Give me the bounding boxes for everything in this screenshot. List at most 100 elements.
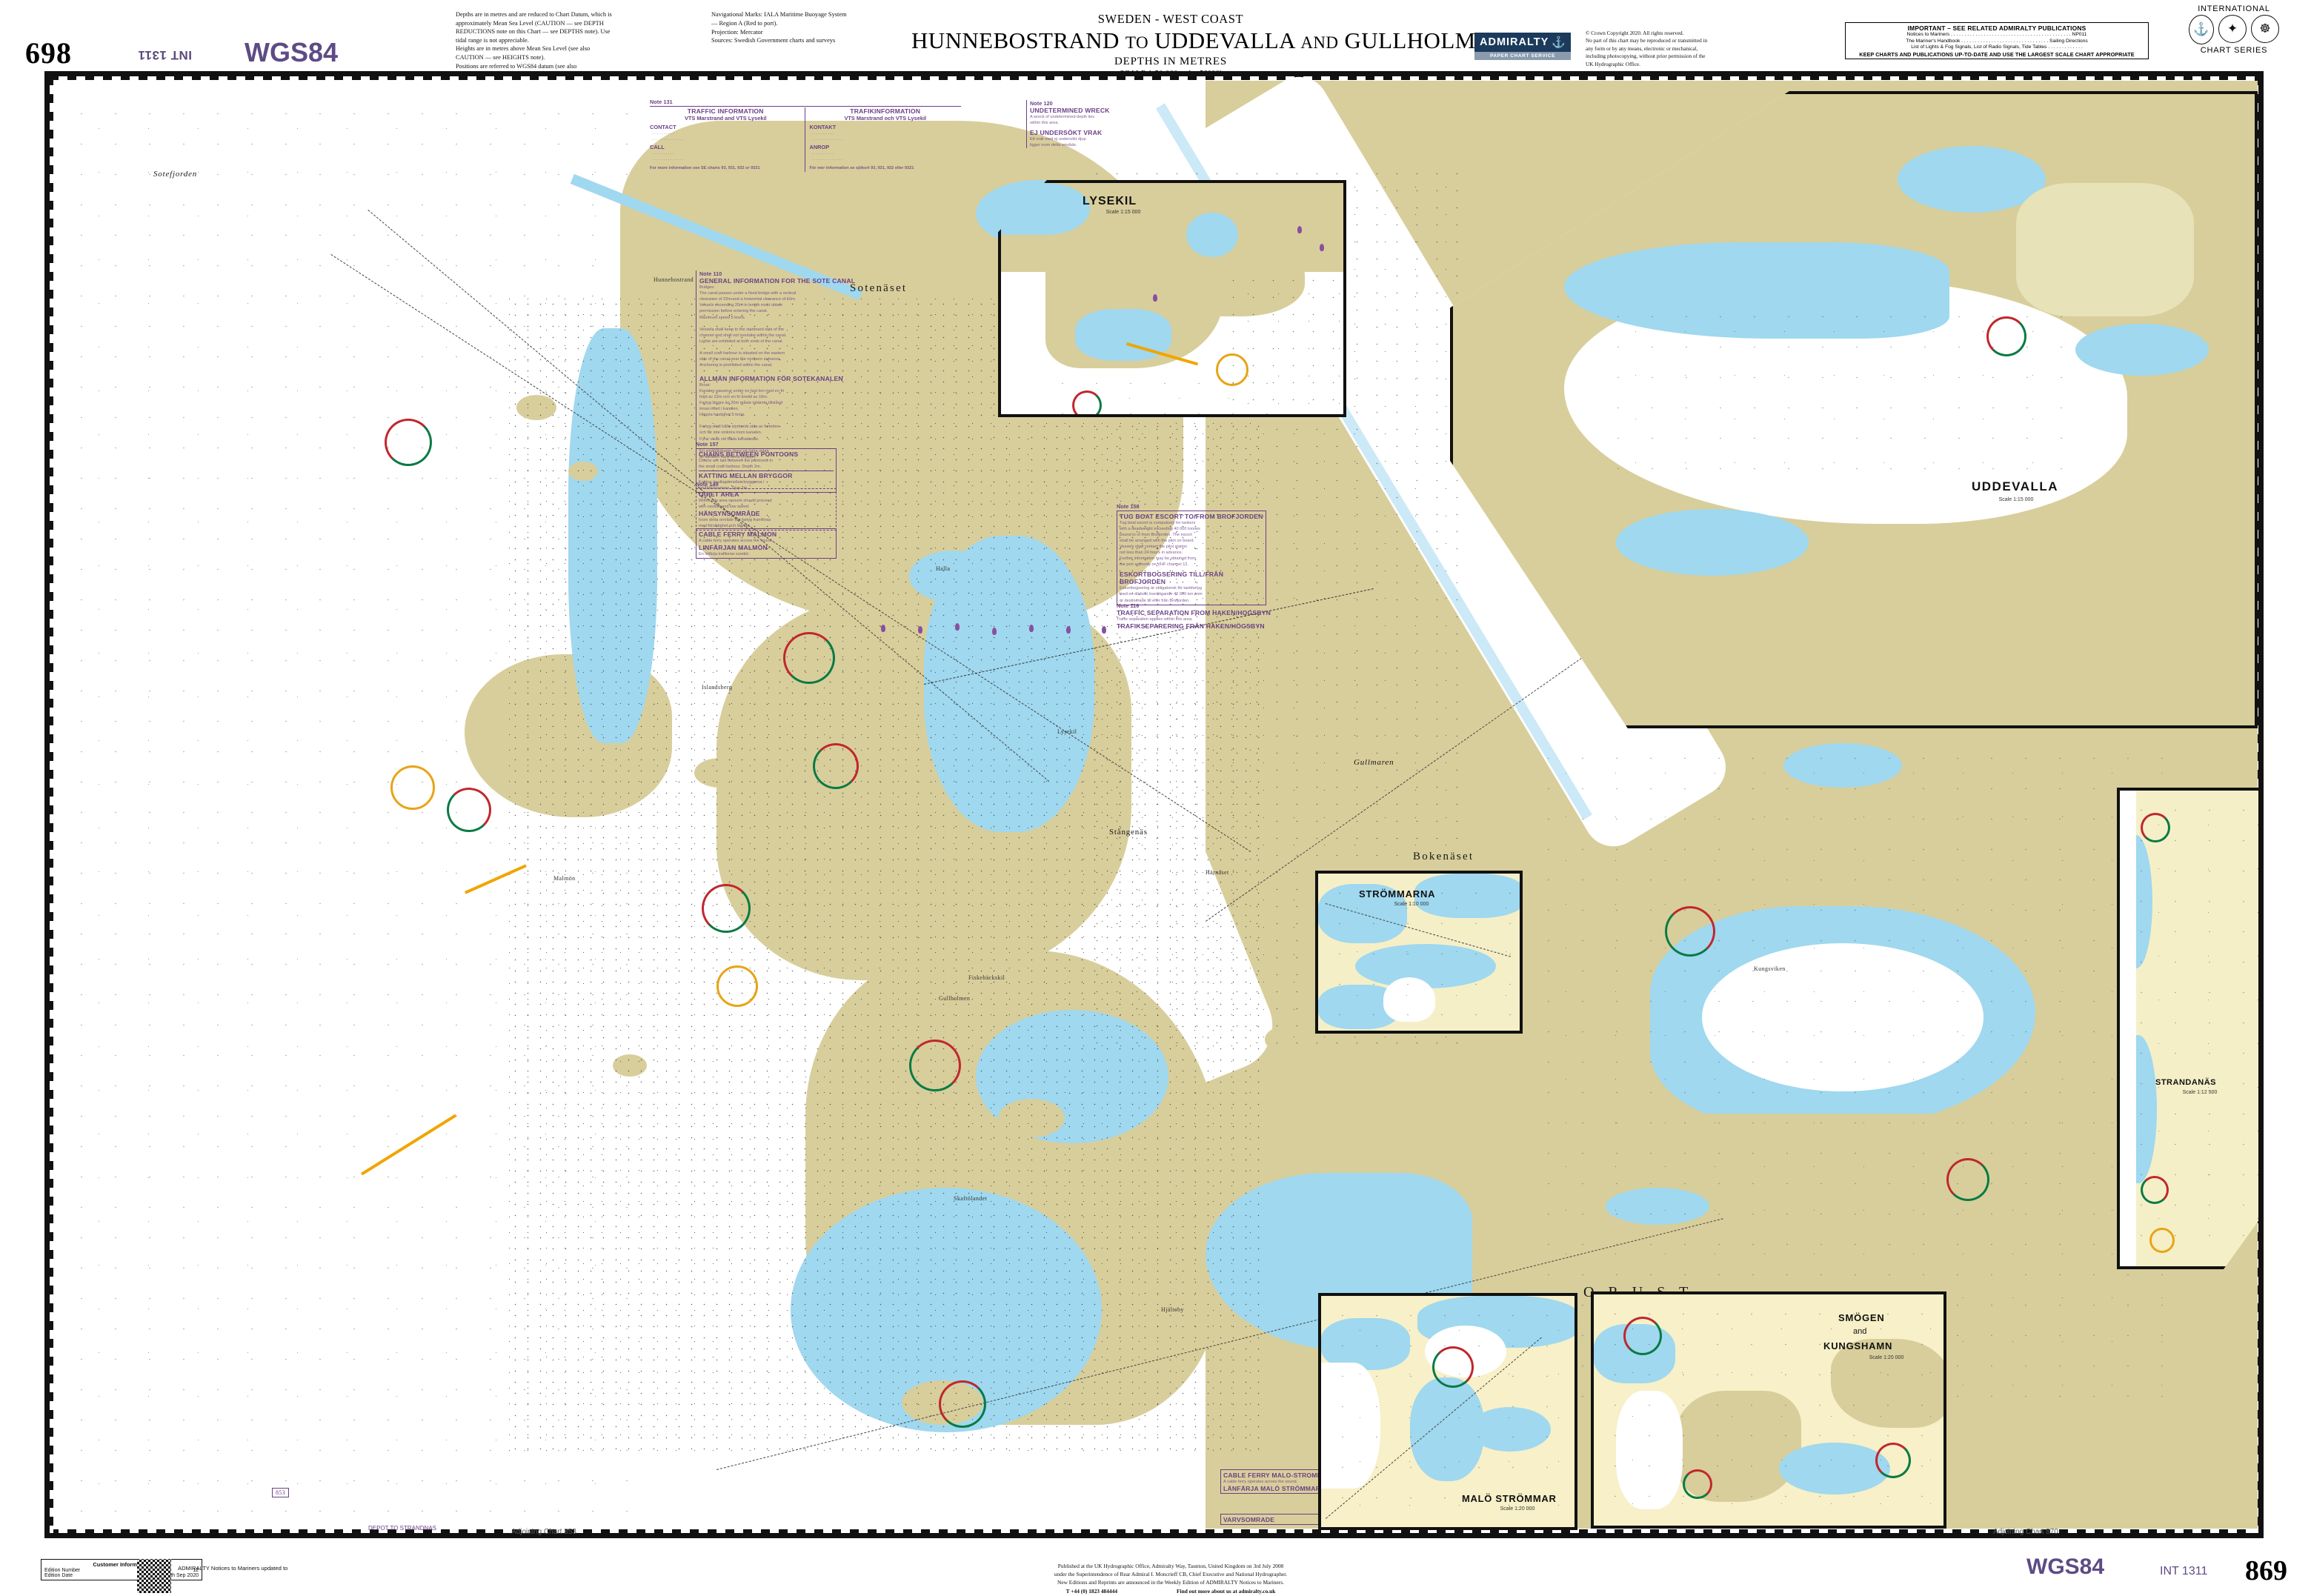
imprint-phone: T +44 (0) 1823 484444 (1065, 1588, 1118, 1595)
inset-strommarna[interactable]: STRÖMMARNA Scale 1:10 000 (1315, 871, 1523, 1034)
inset-title-malo-strommar: MALÖ STRÖMMAR (1462, 1493, 1557, 1504)
important-publications-box: IMPORTANT – SEE RELATED ADMIRALTY PUBLIC… (1845, 22, 2149, 59)
navmarks-line: Sources: Swedish Government charts and s… (711, 37, 836, 44)
depth-note-line: approximately Mean Sea Level (CAUTION — … (456, 19, 604, 27)
light-sector-circle-yellow (716, 965, 758, 1007)
note-116-traffic-separation: Note 116 TRAFFIC SEPARATION FROM HAKEN/H… (1117, 602, 1280, 630)
note-id: Note 131 (650, 99, 673, 105)
edition-number-value: 12 (193, 1568, 199, 1573)
inset-scale-smogen-kungshamn: Scale 1:20 000 (1869, 1355, 1904, 1360)
placename-hjalteby: Hjälteby (1161, 1306, 1184, 1313)
placename-kungsviken: Kungsviken (1754, 965, 1786, 972)
note-id: Note 120 (1030, 100, 1053, 107)
depth-note-line: Heights are in metres above Mean Sea Lev… (456, 45, 591, 53)
placename-harnaset: Härnäset (1206, 869, 1229, 876)
placename-sotefjorden: Sotefjorden (153, 170, 198, 179)
inset-malo-strommar[interactable]: MALÖ STRÖMMAR Scale 1:20 000 (1318, 1293, 1577, 1530)
note-title-en: CABLE FERRY MALMON (699, 530, 777, 538)
note-131-traffic-information: Note 131 TRAFFIC INFORMATION VTS Marstra… (650, 99, 961, 172)
inset-title-connector-and: and (1853, 1327, 1867, 1336)
imprint-web[interactable]: Find out more about us at admiralty.co.u… (1177, 1588, 1276, 1595)
imprint-line: Published at the UK Hydrographic Office,… (1057, 1563, 1284, 1569)
buoy-symbol (881, 625, 885, 632)
imprint-line: New Editions and Reprints are announced … (1057, 1579, 1284, 1586)
note-title-sv: EJ UNDERSÖKT VRAK (1030, 129, 1103, 137)
inset-smogen-kungshamn[interactable]: SMÖGEN and KUNGSHAMN Scale 1:20 000 (1591, 1291, 1946, 1529)
note-footer-sv: För mer information se sjökort 93, 931, … (809, 166, 914, 171)
note-title-en: GENERAL INFORMATION FOR THE SOTE CANAL (699, 277, 856, 285)
qr-code-icon[interactable] (137, 1559, 171, 1593)
int-series-label-top: INTERNATIONAL (2198, 4, 2270, 13)
title-part-1: HUNNEBOSTRAND (911, 27, 1120, 53)
inset-strandanas[interactable]: STRANDANÄS Scale 1:12 500 (2117, 788, 2258, 1269)
depth-note-line: CAUTION — see HEIGHTS note). (456, 53, 545, 61)
copyright-block: © Crown Copyright 2020. All rights reser… (1586, 30, 1771, 68)
inset-scale-strandanas: Scale 1:12 500 (2182, 1090, 2218, 1095)
copyright-line: any form or by any means, electronic or … (1586, 45, 1698, 52)
title-part-2: UDDEVALLA (1154, 27, 1295, 53)
note-title-en: TUG BOAT ESCORT TO/FROM BROFJORDEN (1120, 512, 1263, 520)
int-series-seals: ⚓ ✦ ☸ (2167, 15, 2301, 44)
admiralty-brand-text: ADMIRALTY (1480, 36, 1549, 48)
note-title-en: QUIET AREA (699, 490, 739, 498)
placename-bokenaset: Bokenäset (1413, 851, 1474, 862)
chart-title-block: SWEDEN - WEST COAST HUNNEBOSTRAND TO UDD… (911, 12, 1506, 78)
light-sector-circle (813, 743, 859, 789)
note-footer-en: For more information see SE charts 93, 9… (650, 166, 760, 171)
inset-lysekil[interactable]: LYSEKIL Scale 1:15 000 (998, 180, 1346, 417)
light-sector-circle (909, 1040, 961, 1091)
note-title-en: CHAINS BETWEEN PONTOONS (699, 450, 799, 458)
copyright-line: UK Hydrographic Office. (1586, 61, 1640, 67)
koljofjord-deep (1702, 943, 1984, 1091)
placename-stangenas: Stångenäs (1109, 828, 1148, 837)
publication-imprint: Published at the UK Hydrographic Office,… (963, 1562, 1378, 1595)
placename-halla: Halla (936, 565, 951, 572)
note-157-chains-between-pontoons: CHAINS BETWEEN PONTOONS Chains are laid … (696, 448, 837, 493)
light-sector-circle (1665, 906, 1715, 957)
note-title-sv: TRAFIKSEPARERING FRÅN HAKEN/HÖGSBYN (1117, 622, 1265, 631)
inset-title-strommarna: STRÖMMARNA (1359, 888, 1436, 900)
light-sector-circle (783, 632, 835, 684)
inset-title-kungshamn: KUNGSHAMN (1823, 1340, 1893, 1351)
note-149-id: Note 149 (696, 481, 719, 488)
uddevalla-lake-2 (1783, 743, 1902, 788)
buoy-symbol (992, 628, 997, 635)
light-sector-circle-yellow (390, 765, 435, 810)
depth-note-block: Depths are in metres and are reduced to … (456, 10, 708, 79)
ukho-seal-icon: ✦ (2218, 15, 2247, 43)
neighbour-chart-label-left: 853 (272, 1488, 290, 1497)
placename-skaftolandet: Skaftölandet (954, 1195, 988, 1202)
depth-note-line: tidal range is not appreciable. (456, 36, 529, 44)
edition-date-value: 11th Sep 2020 (164, 1573, 199, 1578)
note-id: Note 158 (1117, 503, 1140, 510)
admiralty-logo: ADMIRALTY ⚓ PAPER CHART SERVICE (1474, 33, 1571, 60)
depth-note-line: Depths are in metres and are reduced to … (456, 11, 612, 18)
international-chart-series-badge: INTERNATIONAL ⚓ ✦ ☸ CHART SERIES (2167, 4, 2301, 55)
note-title-sv: VARVSOMRADE (1223, 1515, 1275, 1523)
inset-title-uddevalla: UDDEVALLA (1972, 479, 2059, 493)
copyright-line: including photocopying, without prior pe… (1586, 53, 1706, 60)
note-title-en: CABLE FERRY MALO-STROMMAR (1223, 1471, 1332, 1479)
note-title-sv: KATTING MELLAN BRYGGOR (699, 471, 793, 479)
orust-inlet-1 (1606, 1188, 1709, 1225)
placename-malmon: Malmön (553, 875, 576, 882)
navmarks-line: Navigational Marks: IALA Maritime Buoyag… (711, 11, 847, 18)
note-subtitle-en: VTS Marstrand and VTS Lysekil (684, 115, 767, 122)
chart-number-bottom-right: 869 (2245, 1555, 2287, 1586)
crown-anchor-seal-icon: ⚓ (2189, 15, 2214, 44)
adjoining-chart-right: Adjoining Chart 870 (1993, 1528, 2058, 1536)
navigational-marks-note: Navigational Marks: IALA Maritime Buoyag… (711, 10, 882, 45)
important-box-line: List of Lights & Fog Signals, List of Ra… (1911, 44, 2083, 50)
note-title-sv: TRAFIKINFORMATION (850, 107, 921, 115)
note-title-sv: LÄNFÄRJA MALÖ STRÖMMAR (1223, 1484, 1321, 1492)
page-title: HUNNEBOSTRAND TO UDDEVALLA AND GULLHOLME… (911, 27, 1506, 54)
inset-title-smogen: SMÖGEN (1838, 1312, 1885, 1323)
note-112-cable-ferry-malmon: CABLE FERRY MALMON A cable ferry operate… (696, 528, 837, 559)
placename-sotenaset: Sotenäset (850, 282, 908, 294)
datum-label-bottom: WGS84 (2026, 1555, 2105, 1579)
datum-label-top: WGS84 (245, 37, 339, 67)
iho-seal-icon: ☸ (2251, 15, 2279, 43)
copyright-line: No part of this chart may be reproduced … (1586, 38, 1708, 44)
copyright-line: © Crown Copyright 2020. All rights reser… (1586, 30, 1684, 36)
